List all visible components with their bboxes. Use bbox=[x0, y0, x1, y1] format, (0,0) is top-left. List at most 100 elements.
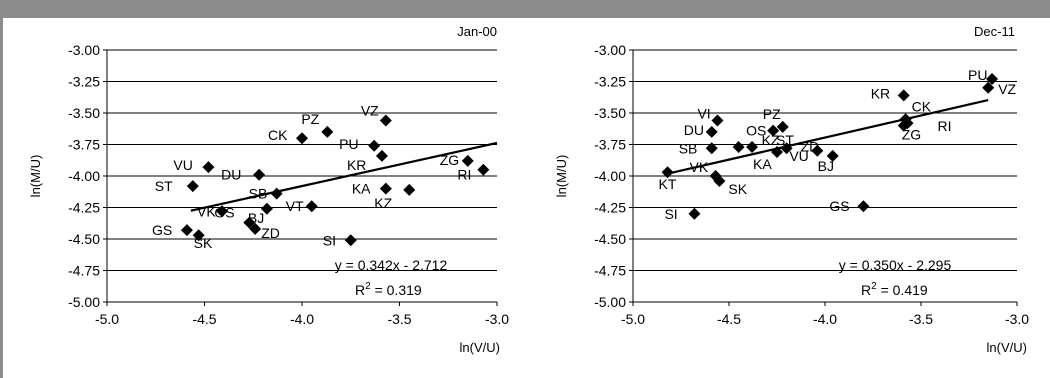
data-label-kr: KR bbox=[871, 85, 890, 101]
data-label-zd: ZD bbox=[261, 225, 280, 241]
data-label-si: SI bbox=[323, 232, 336, 248]
data-label-vk: VK bbox=[690, 159, 709, 175]
y-tick-label: -3.75 bbox=[594, 137, 626, 153]
data-point-sb bbox=[270, 187, 283, 200]
data-label-vu: VU bbox=[173, 157, 192, 173]
data-label-zg: ZG bbox=[440, 152, 459, 168]
data-point-kt bbox=[661, 166, 674, 179]
data-point-pu bbox=[986, 72, 999, 85]
data-point-os bbox=[767, 124, 780, 137]
data-point-kz bbox=[732, 141, 745, 154]
data-label-gs: GS bbox=[152, 222, 172, 238]
data-point-vz bbox=[379, 114, 392, 127]
data-point-kz bbox=[403, 183, 416, 196]
y-axis-title: ln(M/U) bbox=[554, 155, 569, 198]
data-point-gs bbox=[857, 200, 870, 213]
data-point-sb bbox=[705, 142, 718, 155]
data-label-sb: SB bbox=[679, 140, 698, 156]
data-point-vz bbox=[982, 81, 995, 94]
y-tick-label: -5.00 bbox=[594, 294, 626, 310]
data-label-sb: SB bbox=[249, 186, 268, 202]
scatter-chart-dec-11: Dec-11 -3.00 -3.25 -3.50 -3.75 -4.00 -4.25 -4.5… bbox=[554, 24, 1029, 355]
data-point-kr bbox=[897, 89, 910, 102]
y-tick-label: -5.00 bbox=[68, 294, 100, 310]
data-label-vk: VK bbox=[197, 203, 216, 219]
x-tick-label: -3.5 bbox=[909, 311, 933, 327]
data-point-vi bbox=[711, 114, 724, 127]
data-point-zg bbox=[897, 119, 910, 132]
data-label-os: OS bbox=[214, 205, 234, 221]
x-tick-label: -3.0 bbox=[485, 311, 509, 327]
data-label-vu: VU bbox=[789, 148, 808, 164]
data-point-ck bbox=[296, 132, 308, 145]
r-squared-label: R2 = 0.419 bbox=[861, 281, 928, 298]
data-point-zd bbox=[780, 142, 793, 155]
y-tick-label: -4.00 bbox=[594, 168, 626, 184]
y-tick-label: -3.75 bbox=[68, 137, 100, 153]
data-point-si bbox=[688, 207, 701, 220]
data-label-kz: KZ bbox=[374, 195, 392, 211]
x-tick-label: -4.0 bbox=[813, 311, 837, 327]
figure-top-bar bbox=[0, 0, 1050, 18]
data-label-pu: PU bbox=[968, 67, 987, 83]
data-point-os bbox=[243, 216, 256, 229]
data-point-pz bbox=[321, 125, 334, 138]
data-label-ck: CK bbox=[912, 98, 932, 114]
y-tick-label: -4.25 bbox=[594, 200, 626, 216]
x-tick-label: -4.5 bbox=[717, 311, 741, 327]
data-label-st: ST bbox=[776, 132, 794, 148]
data-label-ck: CK bbox=[268, 127, 288, 143]
data-point-zg bbox=[461, 154, 474, 167]
data-label-ka: KA bbox=[352, 181, 371, 197]
y-tick-label: -3.25 bbox=[68, 74, 100, 90]
x-tick-label: -4.0 bbox=[290, 311, 314, 327]
data-point-du bbox=[253, 168, 266, 181]
data-point-sk bbox=[192, 229, 205, 242]
data-label-pz: PZ bbox=[763, 106, 781, 122]
y-tick-label: -3.50 bbox=[68, 105, 100, 121]
data-label-vi: VI bbox=[697, 106, 710, 122]
y-tick-label: -3.00 bbox=[68, 42, 100, 58]
y-tick-label: -3.50 bbox=[594, 105, 626, 121]
data-point-ka bbox=[379, 182, 392, 195]
y-tick-label: -4.50 bbox=[68, 231, 100, 247]
data-label-pu: PU bbox=[339, 136, 358, 152]
data-point-vu bbox=[811, 144, 824, 157]
data-point-ri bbox=[477, 163, 490, 176]
data-point-pz bbox=[776, 120, 789, 133]
data-point-ka bbox=[771, 146, 783, 159]
data-point-vt bbox=[305, 200, 318, 213]
data-label-du: DU bbox=[684, 122, 704, 138]
data-label-st: ST bbox=[155, 178, 173, 194]
data-label-gs: GS bbox=[829, 198, 849, 214]
x-tick-label: -3.5 bbox=[387, 311, 411, 327]
data-label-ka: KA bbox=[753, 156, 772, 172]
data-point-vu bbox=[202, 161, 215, 174]
y-tick-label: -3.00 bbox=[594, 42, 626, 58]
scatter-chart-jan-00: Jan-00 -3.00 -3.25 -3.50 -3.75 -4.00 -4.25 -4.5… bbox=[28, 24, 509, 355]
data-label-pz: PZ bbox=[301, 111, 319, 127]
data-point-bj bbox=[826, 149, 839, 162]
y-tick-label: -4.75 bbox=[68, 263, 100, 279]
data-point-vk bbox=[216, 205, 229, 218]
trendline-equation: y = 0.342x - 2.712 bbox=[335, 257, 448, 273]
data-point-du bbox=[705, 125, 718, 138]
data-point-sk bbox=[713, 175, 726, 188]
x-axis-title: ln(V/U) bbox=[987, 340, 1027, 355]
x-tick-label: -3.0 bbox=[1005, 311, 1029, 327]
data-label-sk: SK bbox=[194, 235, 213, 251]
data-point-st bbox=[746, 141, 759, 154]
y-tick-label: -3.25 bbox=[594, 74, 626, 90]
chart-title: Dec-11 bbox=[974, 24, 1015, 39]
data-point-zd bbox=[249, 222, 262, 235]
trendline-equation: y = 0.350x - 2.295 bbox=[839, 257, 952, 273]
trendline bbox=[190, 141, 498, 212]
data-label-vz: VZ bbox=[361, 103, 379, 119]
y-tick-label: -4.25 bbox=[68, 200, 100, 216]
x-tick-label: -5.0 bbox=[95, 311, 119, 327]
data-label-os: OS bbox=[746, 123, 766, 139]
data-label-du: DU bbox=[221, 167, 241, 183]
x-tick-label: -5.0 bbox=[621, 311, 645, 327]
r-squared-label: R2 = 0.319 bbox=[355, 281, 422, 298]
chart-title: Jan-00 bbox=[457, 24, 497, 39]
